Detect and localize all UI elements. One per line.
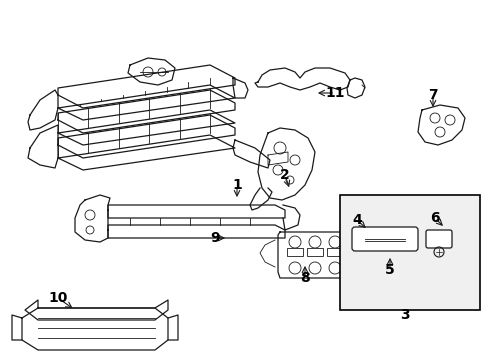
Text: 8: 8	[300, 271, 309, 285]
Text: 2: 2	[280, 168, 289, 182]
Text: 11: 11	[325, 86, 344, 100]
Text: 3: 3	[399, 308, 409, 322]
Text: 6: 6	[429, 211, 439, 225]
Bar	[306, 248, 323, 256]
Text: 10: 10	[48, 291, 67, 305]
Text: 4: 4	[351, 213, 361, 227]
Text: 9: 9	[210, 231, 220, 245]
Bar	[339, 195, 479, 310]
Bar	[286, 248, 303, 256]
Text: 1: 1	[232, 178, 242, 192]
FancyBboxPatch shape	[425, 230, 451, 248]
Text: 7: 7	[427, 88, 437, 102]
Bar	[326, 248, 342, 256]
Text: 5: 5	[385, 263, 394, 277]
Bar	[346, 248, 362, 256]
FancyBboxPatch shape	[351, 227, 417, 251]
